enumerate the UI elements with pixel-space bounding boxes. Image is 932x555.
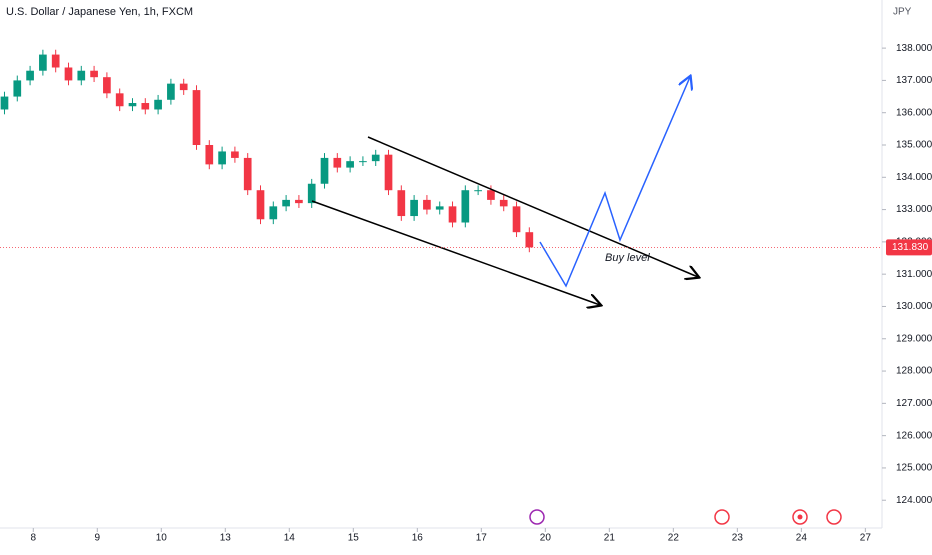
x-tick-label: 10	[156, 533, 168, 544]
x-tick-label: 21	[604, 533, 616, 544]
candle-body	[461, 190, 470, 223]
projection-path	[539, 77, 690, 288]
candle-body	[359, 161, 367, 163]
x-tick-label: 22	[668, 533, 680, 544]
candle-body	[0, 96, 9, 110]
last-price-badge	[886, 239, 932, 256]
last-price-label: 131.830	[892, 242, 929, 253]
candle-body	[218, 151, 226, 165]
candle-body	[423, 199, 431, 210]
y-tick-label: 138.000	[896, 43, 932, 54]
y-tick-label: 124.000	[896, 495, 932, 506]
candle-body	[77, 70, 86, 81]
x-tick-label: 27	[860, 533, 872, 544]
candle-body	[192, 90, 201, 145]
candle-body	[346, 161, 354, 168]
candle-body	[51, 54, 60, 68]
candle-body	[243, 157, 252, 191]
x-tick-label: 8	[31, 533, 37, 544]
candle-body	[90, 70, 98, 78]
candle-body	[64, 67, 73, 81]
x-tick-label: 14	[284, 533, 296, 544]
x-tick-label: 15	[348, 533, 360, 544]
y-tick-label: 129.000	[896, 333, 932, 344]
candle-body	[525, 232, 534, 248]
candle-body	[39, 54, 47, 71]
candle-body	[435, 206, 444, 210]
candle-body	[320, 157, 329, 184]
candle-body	[167, 83, 175, 100]
candle-body	[205, 144, 214, 165]
y-tick-label: 126.000	[896, 430, 932, 441]
candle-body	[499, 199, 508, 207]
x-tick-label: 9	[95, 533, 101, 544]
candle-body	[474, 190, 482, 192]
x-tick-label: 17	[476, 533, 488, 544]
annotation: Buy level	[605, 252, 650, 264]
y-tick-label: 130.000	[896, 301, 932, 312]
y-tick-label: 135.000	[896, 140, 932, 151]
candle-body	[410, 199, 418, 217]
candle-body	[282, 199, 290, 207]
y-tick-label: 127.000	[896, 398, 932, 409]
candle-body	[333, 157, 342, 168]
candle-body	[141, 103, 150, 110]
trend-line-upper	[367, 136, 698, 277]
plot	[0, 49, 534, 253]
candle-body	[13, 80, 22, 97]
candle-body	[231, 151, 239, 158]
chart-title: U.S. Dollar / Japanese Yen, 1h, FXCM	[6, 6, 193, 18]
currency-label: JPY	[893, 7, 912, 18]
x-tick-label: 24	[796, 533, 808, 544]
candle-body	[154, 99, 162, 110]
y-tick-label: 136.000	[896, 107, 932, 118]
event-icon	[797, 514, 803, 520]
x-tick-label: 13	[220, 533, 232, 544]
candle-body	[26, 70, 34, 81]
y-tick-label: 125.000	[896, 463, 932, 474]
candle-body	[128, 103, 137, 107]
candle-body	[384, 154, 393, 191]
candle-body	[103, 77, 111, 94]
event-icon	[529, 509, 545, 525]
candle-body	[512, 206, 521, 233]
x-tick-label: 16	[412, 533, 424, 544]
candle-body	[256, 190, 265, 220]
candle-body	[295, 199, 303, 204]
trend-line-lower	[311, 200, 600, 305]
x-tick-label: 20	[540, 533, 552, 544]
candle-body	[397, 190, 406, 217]
event-icons	[529, 509, 842, 525]
event-icon	[714, 509, 730, 525]
x-tick-label: 23	[732, 533, 744, 544]
candle-body	[115, 93, 124, 107]
candle-body	[179, 83, 188, 91]
candle-body	[371, 154, 380, 162]
candle-body	[448, 206, 457, 223]
candle-body	[269, 206, 278, 220]
y-tick-label: 133.000	[896, 204, 932, 215]
candle-body	[307, 183, 316, 204]
y-tick-label: 137.000	[896, 75, 932, 86]
y-tick-label: 128.000	[896, 366, 932, 377]
y-tick-label: 134.000	[896, 172, 932, 183]
candle-body	[487, 190, 495, 200]
event-icon	[826, 509, 842, 525]
y-tick-label: 131.000	[896, 269, 932, 280]
